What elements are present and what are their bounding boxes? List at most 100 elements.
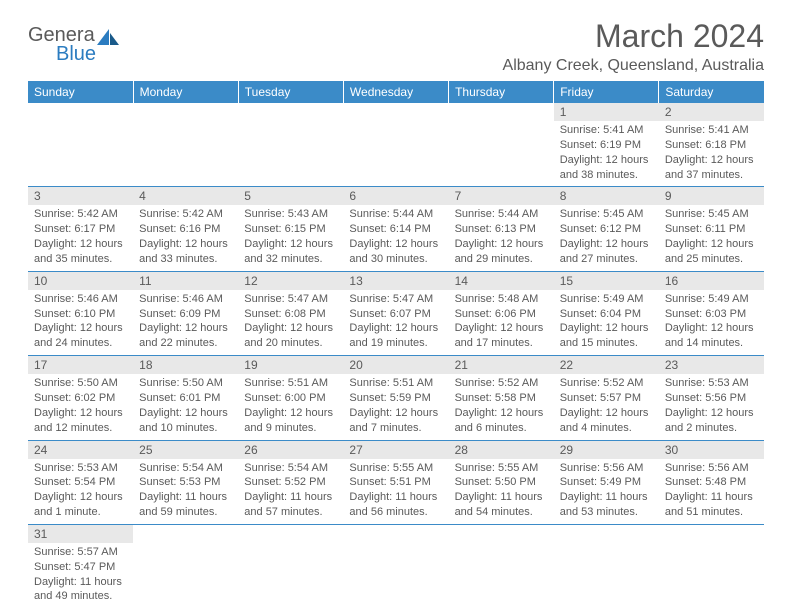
day-details: Sunrise: 5:45 AMSunset: 6:11 PMDaylight:… [659,205,764,270]
day-details: Sunrise: 5:42 AMSunset: 6:16 PMDaylight:… [133,205,238,270]
calendar-day-cell: 13Sunrise: 5:47 AMSunset: 6:07 PMDayligh… [343,271,448,355]
day-details: Sunrise: 5:49 AMSunset: 6:03 PMDaylight:… [659,290,764,355]
calendar-day-cell: 2Sunrise: 5:41 AMSunset: 6:18 PMDaylight… [659,103,764,187]
calendar-empty-cell [133,103,238,187]
day-details: Sunrise: 5:52 AMSunset: 5:57 PMDaylight:… [554,374,659,439]
day-number: 19 [238,356,343,374]
calendar-day-cell: 29Sunrise: 5:56 AMSunset: 5:49 PMDayligh… [554,440,659,524]
day-number: 28 [449,441,554,459]
calendar-day-cell: 12Sunrise: 5:47 AMSunset: 6:08 PMDayligh… [238,271,343,355]
day-details: Sunrise: 5:52 AMSunset: 5:58 PMDaylight:… [449,374,554,439]
calendar-empty-cell [449,524,554,608]
calendar-day-cell: 26Sunrise: 5:54 AMSunset: 5:52 PMDayligh… [238,440,343,524]
calendar-day-cell: 1Sunrise: 5:41 AMSunset: 6:19 PMDaylight… [554,103,659,187]
calendar-day-cell: 11Sunrise: 5:46 AMSunset: 6:09 PMDayligh… [133,271,238,355]
calendar-day-cell: 18Sunrise: 5:50 AMSunset: 6:01 PMDayligh… [133,356,238,440]
calendar-week-row: 31Sunrise: 5:57 AMSunset: 5:47 PMDayligh… [28,524,764,608]
day-details: Sunrise: 5:51 AMSunset: 6:00 PMDaylight:… [238,374,343,439]
calendar-day-cell: 28Sunrise: 5:55 AMSunset: 5:50 PMDayligh… [449,440,554,524]
weekday-header: Sunday [28,81,133,103]
calendar-day-cell: 9Sunrise: 5:45 AMSunset: 6:11 PMDaylight… [659,187,764,271]
weekday-header: Friday [554,81,659,103]
day-number: 16 [659,272,764,290]
day-details: Sunrise: 5:53 AMSunset: 5:56 PMDaylight:… [659,374,764,439]
day-details: Sunrise: 5:53 AMSunset: 5:54 PMDaylight:… [28,459,133,524]
calendar-week-row: 10Sunrise: 5:46 AMSunset: 6:10 PMDayligh… [28,271,764,355]
header: Genera Blue March 2024 Albany Creek, Que… [28,18,764,75]
day-details: Sunrise: 5:50 AMSunset: 6:01 PMDaylight:… [133,374,238,439]
day-details: Sunrise: 5:47 AMSunset: 6:08 PMDaylight:… [238,290,343,355]
day-number: 24 [28,441,133,459]
day-number: 2 [659,103,764,121]
day-details: Sunrise: 5:43 AMSunset: 6:15 PMDaylight:… [238,205,343,270]
calendar-day-cell: 6Sunrise: 5:44 AMSunset: 6:14 PMDaylight… [343,187,448,271]
calendar-day-cell: 30Sunrise: 5:56 AMSunset: 5:48 PMDayligh… [659,440,764,524]
day-number: 15 [554,272,659,290]
day-number: 29 [554,441,659,459]
weekday-header: Thursday [449,81,554,103]
calendar-empty-cell [343,524,448,608]
day-details: Sunrise: 5:46 AMSunset: 6:10 PMDaylight:… [28,290,133,355]
day-number: 6 [343,187,448,205]
day-details: Sunrise: 5:44 AMSunset: 6:13 PMDaylight:… [449,205,554,270]
day-number: 11 [133,272,238,290]
day-details: Sunrise: 5:45 AMSunset: 6:12 PMDaylight:… [554,205,659,270]
calendar-week-row: 17Sunrise: 5:50 AMSunset: 6:02 PMDayligh… [28,356,764,440]
calendar-empty-cell [238,524,343,608]
title-block: March 2024 Albany Creek, Queensland, Aus… [503,18,764,75]
calendar-day-cell: 15Sunrise: 5:49 AMSunset: 6:04 PMDayligh… [554,271,659,355]
calendar-day-cell: 4Sunrise: 5:42 AMSunset: 6:16 PMDaylight… [133,187,238,271]
calendar-day-cell: 20Sunrise: 5:51 AMSunset: 5:59 PMDayligh… [343,356,448,440]
calendar-day-cell: 19Sunrise: 5:51 AMSunset: 6:00 PMDayligh… [238,356,343,440]
calendar-empty-cell [28,103,133,187]
calendar-week-row: 1Sunrise: 5:41 AMSunset: 6:19 PMDaylight… [28,103,764,187]
calendar-empty-cell [449,103,554,187]
day-details: Sunrise: 5:44 AMSunset: 6:14 PMDaylight:… [343,205,448,270]
calendar-empty-cell [554,524,659,608]
day-number: 13 [343,272,448,290]
day-details: Sunrise: 5:55 AMSunset: 5:50 PMDaylight:… [449,459,554,524]
calendar-empty-cell [659,524,764,608]
calendar-day-cell: 16Sunrise: 5:49 AMSunset: 6:03 PMDayligh… [659,271,764,355]
day-details: Sunrise: 5:55 AMSunset: 5:51 PMDaylight:… [343,459,448,524]
calendar-day-cell: 31Sunrise: 5:57 AMSunset: 5:47 PMDayligh… [28,524,133,608]
day-number: 21 [449,356,554,374]
day-details: Sunrise: 5:47 AMSunset: 6:07 PMDaylight:… [343,290,448,355]
day-details: Sunrise: 5:50 AMSunset: 6:02 PMDaylight:… [28,374,133,439]
day-number: 8 [554,187,659,205]
calendar-day-cell: 17Sunrise: 5:50 AMSunset: 6:02 PMDayligh… [28,356,133,440]
day-number: 17 [28,356,133,374]
day-details: Sunrise: 5:48 AMSunset: 6:06 PMDaylight:… [449,290,554,355]
day-number: 30 [659,441,764,459]
logo-sail-icon [95,27,121,49]
day-details: Sunrise: 5:41 AMSunset: 6:19 PMDaylight:… [554,121,659,186]
day-number: 20 [343,356,448,374]
day-details: Sunrise: 5:41 AMSunset: 6:18 PMDaylight:… [659,121,764,186]
day-number: 23 [659,356,764,374]
weekday-header: Monday [133,81,238,103]
month-title: March 2024 [503,18,764,55]
calendar-empty-cell [133,524,238,608]
day-number: 26 [238,441,343,459]
calendar-table: SundayMondayTuesdayWednesdayThursdayFrid… [28,81,764,608]
calendar-day-cell: 27Sunrise: 5:55 AMSunset: 5:51 PMDayligh… [343,440,448,524]
day-details: Sunrise: 5:46 AMSunset: 6:09 PMDaylight:… [133,290,238,355]
calendar-empty-cell [343,103,448,187]
day-number: 10 [28,272,133,290]
day-number: 9 [659,187,764,205]
day-number: 12 [238,272,343,290]
calendar-day-cell: 25Sunrise: 5:54 AMSunset: 5:53 PMDayligh… [133,440,238,524]
calendar-day-cell: 14Sunrise: 5:48 AMSunset: 6:06 PMDayligh… [449,271,554,355]
day-details: Sunrise: 5:51 AMSunset: 5:59 PMDaylight:… [343,374,448,439]
calendar-empty-cell [238,103,343,187]
day-number: 14 [449,272,554,290]
day-number: 5 [238,187,343,205]
day-number: 25 [133,441,238,459]
calendar-day-cell: 21Sunrise: 5:52 AMSunset: 5:58 PMDayligh… [449,356,554,440]
day-details: Sunrise: 5:54 AMSunset: 5:52 PMDaylight:… [238,459,343,524]
calendar-day-cell: 5Sunrise: 5:43 AMSunset: 6:15 PMDaylight… [238,187,343,271]
day-number: 3 [28,187,133,205]
weekday-header: Tuesday [238,81,343,103]
calendar-day-cell: 7Sunrise: 5:44 AMSunset: 6:13 PMDaylight… [449,187,554,271]
day-details: Sunrise: 5:54 AMSunset: 5:53 PMDaylight:… [133,459,238,524]
